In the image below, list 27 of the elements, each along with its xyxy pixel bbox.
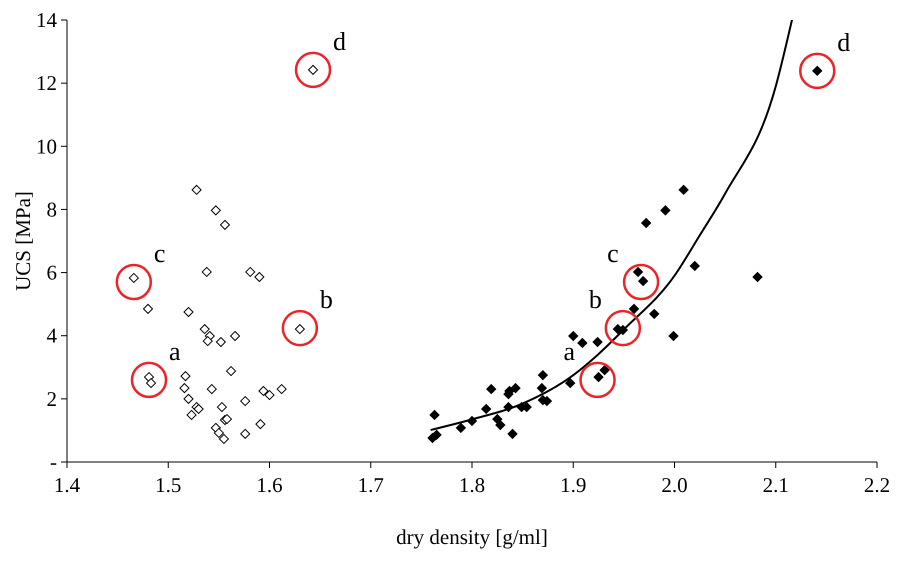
y-axis-title: UCS [MPa]: [11, 191, 35, 291]
y-tick-label: 10: [36, 134, 57, 158]
x-tick-label: 2.0: [661, 473, 688, 497]
annotation: b: [320, 285, 333, 314]
y-tick-label: 12: [36, 71, 57, 96]
x-tick-label: 1.8: [458, 473, 486, 497]
x-tick-label: 1.9: [560, 473, 586, 497]
y-tick-label: 4: [46, 324, 58, 348]
annotation: d: [837, 28, 850, 57]
y-tick-label: 14: [36, 8, 58, 32]
x-tick-label: 2.1: [762, 473, 789, 497]
x-axis-title: dry density [g/ml]: [396, 525, 548, 549]
x-tick-label: 2.2: [864, 473, 890, 497]
annotation: b: [588, 285, 602, 314]
y-tick-label: 8: [46, 197, 57, 222]
y-tick-label: -: [50, 450, 57, 474]
x-tick-label: 1.6: [256, 473, 283, 497]
annotation: a: [169, 336, 182, 366]
annotation: c: [607, 239, 619, 268]
x-tick-label: 1.7: [358, 473, 384, 497]
annotation: c: [154, 239, 166, 268]
y-tick-label: 2: [46, 386, 57, 411]
annotation: d: [333, 26, 346, 56]
annotation: a: [564, 336, 576, 366]
x-tick-label: 1.4: [54, 473, 81, 497]
x-tick-label: 1.5: [155, 473, 182, 497]
y-tick-label: 6: [46, 260, 57, 285]
